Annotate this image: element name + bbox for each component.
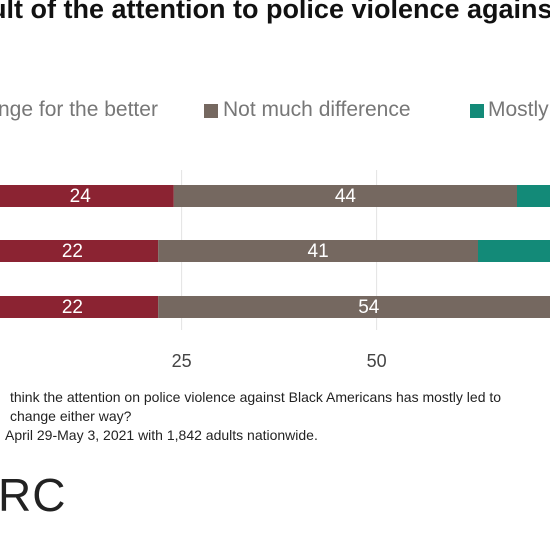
bar-row1-series2 <box>173 185 518 207</box>
chart-notes: think the attention on police violence a… <box>0 388 501 445</box>
data-label-row2-series1: 22 <box>62 241 83 262</box>
brand-logo: RC <box>0 469 67 521</box>
chart-title: ult of the attention to police violence … <box>0 0 550 24</box>
data-label-row1-series1: 24 <box>70 186 92 207</box>
note-line-1: think the attention on police violence a… <box>10 389 502 405</box>
note-line-3: April 29-May 3, 2021 with 1,842 adults n… <box>5 427 318 443</box>
data-label-row1-series2: 44 <box>335 186 357 207</box>
bar-row2-series3 <box>478 240 550 262</box>
note-line-2: change either way? <box>10 408 132 424</box>
data-label-row2-series2: 41 <box>308 241 329 262</box>
x-tick-label-25: 25 <box>172 351 192 371</box>
bar-row2-series2 <box>158 240 478 262</box>
bar-row2-series1 <box>0 240 159 262</box>
legend-swatch-not-much <box>204 104 218 118</box>
bar-row3-series2 <box>158 296 550 318</box>
legend-swatch-mostly <box>470 104 484 118</box>
stacked-bar-chart: 24 44 22 41 22 54 25 50 <box>0 170 550 371</box>
bar-row1-series1 <box>0 185 174 207</box>
legend-label-mostly: Mostly <box>488 98 549 121</box>
bar-row1-series3 <box>517 185 550 207</box>
data-label-row3-series1: 22 <box>62 297 83 318</box>
legend-label-better: nge for the better <box>0 98 158 121</box>
legend-label-not-much: Not much difference <box>223 98 411 121</box>
bar-row3-series1 <box>0 296 159 318</box>
x-tick-label-50: 50 <box>367 351 387 371</box>
data-label-row3-series2: 54 <box>358 297 380 318</box>
